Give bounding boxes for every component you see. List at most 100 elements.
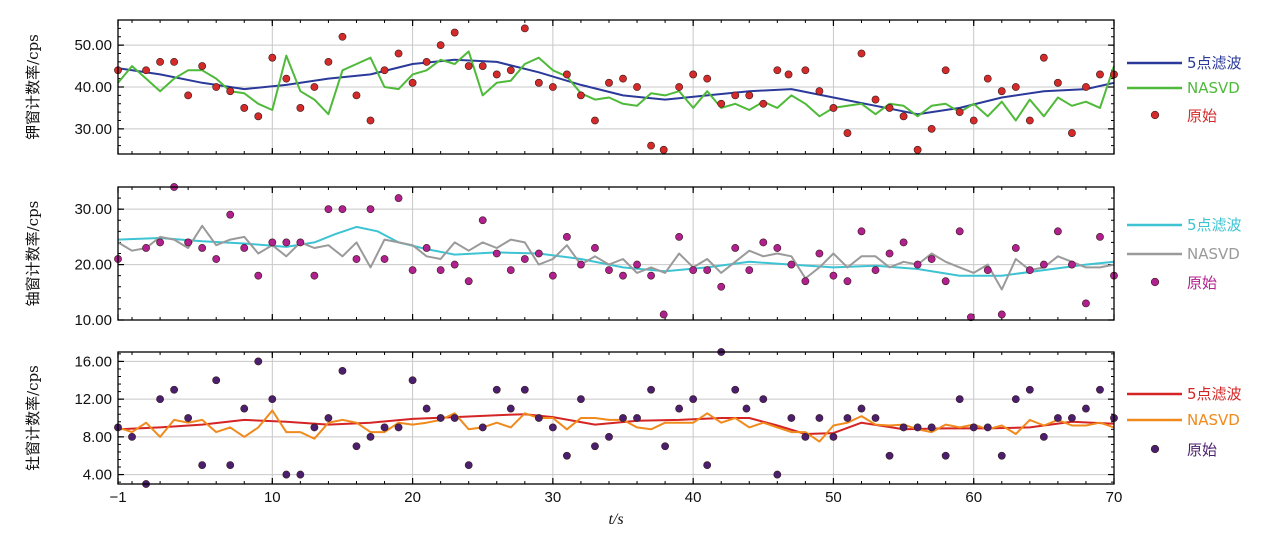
data-point [1082, 299, 1090, 308]
plot-frame [117, 351, 1115, 485]
data-point [717, 99, 726, 108]
data-point [156, 395, 164, 404]
data-point [422, 244, 431, 252]
data-point [619, 271, 627, 280]
data-point [492, 70, 501, 79]
data-point [913, 423, 922, 432]
data-point [296, 470, 305, 479]
data-point [967, 313, 975, 322]
data-point [352, 255, 361, 263]
y-axis-label: 铀窗计数率/cps [24, 201, 42, 307]
data-point [254, 112, 263, 121]
legend-swatch [1150, 110, 1160, 120]
data-point [324, 205, 333, 214]
data-point [254, 357, 263, 366]
data-point [605, 78, 613, 87]
data-point [591, 244, 599, 252]
legend-label: NASVD [1187, 79, 1240, 97]
x-tick-label: 10 [264, 489, 281, 506]
data-point [843, 129, 852, 137]
y-tick-label: 40.00 [74, 79, 112, 96]
data-point [380, 66, 389, 75]
data-point [310, 423, 319, 432]
data-point [913, 260, 922, 269]
data-point [296, 238, 305, 247]
data-point [899, 238, 908, 247]
data-point [1068, 414, 1076, 422]
data-point [436, 266, 445, 275]
data-point [296, 104, 305, 112]
x-tick-label: 70 [1106, 489, 1123, 506]
data-point [927, 124, 936, 133]
data-point [184, 414, 193, 422]
data-point [170, 385, 179, 394]
data-point [226, 210, 235, 219]
data-point [450, 414, 459, 422]
legend-label: 原始 [1187, 274, 1217, 292]
data-point [591, 442, 599, 451]
data-point [478, 423, 487, 432]
data-point [563, 232, 571, 241]
legend: 5点滤波 NASVD 原始 [1127, 54, 1242, 125]
data-point [703, 461, 712, 470]
data-point [899, 112, 908, 121]
data-point [1082, 83, 1090, 91]
y-axis-label: 钾窗计数率/cps [24, 34, 42, 140]
data-point [927, 255, 936, 263]
data-point [675, 404, 684, 413]
data-point [784, 70, 793, 79]
data-point [633, 414, 641, 422]
data-point [464, 62, 473, 70]
data-point [128, 432, 136, 441]
y-tick-label: 50.00 [74, 37, 112, 54]
data-point [787, 260, 796, 269]
data-point [142, 66, 150, 75]
data-point [226, 87, 235, 96]
data-point [352, 442, 361, 451]
data-point [969, 116, 978, 125]
data-point [871, 266, 880, 275]
data-point [941, 66, 950, 75]
data-point [843, 277, 852, 286]
data-point [394, 194, 403, 202]
data-point [885, 249, 894, 258]
data-point [408, 376, 417, 385]
data-point [534, 414, 543, 422]
data-point [422, 404, 431, 413]
data-point [1096, 232, 1104, 241]
data-point [787, 414, 796, 422]
data-point [913, 145, 922, 154]
data-point [773, 244, 782, 252]
data-point [941, 277, 950, 286]
data-point [885, 451, 894, 460]
data-point [506, 66, 515, 75]
chart-panel-1: 30.00 40.00 50.00 钾窗计数率/cps 5点滤波 NASVD 原始 [24, 19, 1242, 155]
data-point [1025, 116, 1034, 125]
data-point [801, 432, 810, 441]
data-point [394, 423, 403, 432]
data-point [548, 271, 557, 280]
data-point [1011, 83, 1020, 91]
data-point [450, 260, 459, 269]
data-point [619, 74, 627, 83]
y-tick-label: 8.00 [83, 429, 112, 446]
data-point [731, 385, 740, 394]
legend-swatch [1150, 444, 1160, 454]
y-tick-label: 12.00 [74, 391, 112, 408]
data-point [941, 451, 950, 460]
data-point [773, 470, 782, 479]
data-point [759, 238, 768, 247]
data-point [801, 66, 810, 75]
data-point [548, 423, 557, 432]
y-tick-label: 10.00 [74, 312, 112, 329]
data-point [520, 255, 529, 263]
data-point [464, 277, 473, 286]
data-point [156, 238, 164, 247]
data-point [184, 238, 193, 247]
data-point [857, 227, 866, 236]
data-point [268, 53, 277, 62]
data-point [955, 395, 964, 404]
data-point [240, 104, 249, 112]
legend-label: 原始 [1187, 441, 1217, 459]
chart-panel-2: 10.00 20.00 30.00 铀窗计数率/cps 5点滤波 NASVD 原始 [24, 183, 1242, 329]
